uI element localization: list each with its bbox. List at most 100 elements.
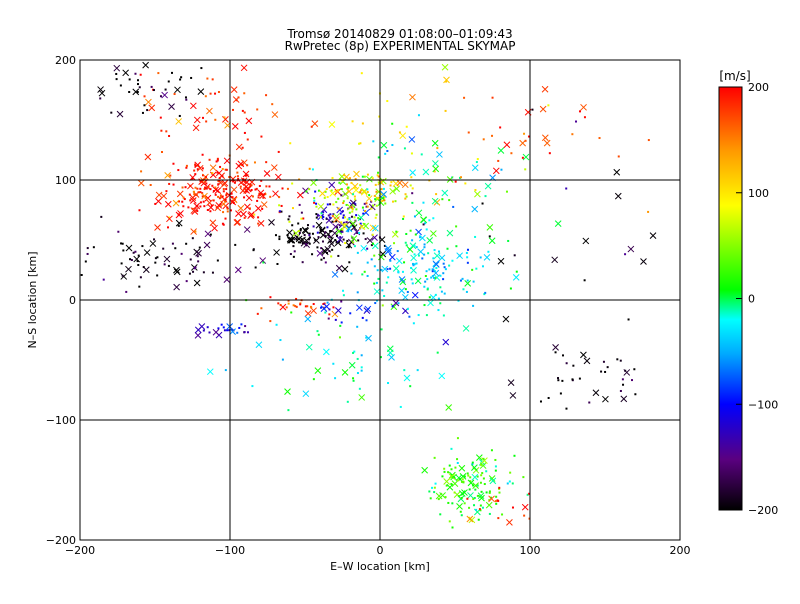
data-point-dot	[619, 389, 622, 392]
data-point-dot	[334, 377, 337, 380]
data-point-dot	[460, 480, 463, 483]
data-point-x	[274, 173, 282, 181]
data-point-dot	[510, 152, 513, 155]
data-point-x	[348, 361, 356, 369]
data-point-dot	[340, 194, 343, 197]
y-tick-label: −200	[46, 534, 76, 547]
data-point-x	[386, 345, 394, 353]
data-point-dot	[479, 504, 482, 507]
data-point-x	[287, 236, 294, 244]
data-point-dot	[557, 379, 560, 382]
data-point-dot	[278, 238, 281, 241]
data-point-dot	[413, 215, 416, 218]
data-point-dot	[371, 233, 374, 236]
data-point-dot	[494, 458, 497, 461]
data-point-dot	[356, 325, 359, 328]
data-point-dot	[339, 236, 342, 239]
data-point-x	[479, 462, 487, 469]
data-point-dot	[308, 242, 311, 245]
data-point-x	[148, 104, 156, 112]
data-point-x	[369, 224, 377, 232]
data-point-dot	[436, 147, 439, 150]
data-point-dot	[298, 203, 301, 206]
data-point-dot	[352, 379, 355, 382]
data-point-x	[408, 136, 416, 143]
data-point-dot	[244, 325, 247, 328]
data-point-x	[421, 466, 429, 474]
data-point-dot	[433, 270, 436, 273]
colorbar-tick-label: 0	[748, 293, 755, 306]
data-point-dot	[337, 197, 340, 200]
data-point-dot	[463, 475, 466, 478]
data-point-x	[446, 229, 454, 237]
data-point-x	[320, 305, 328, 313]
data-point-dot	[454, 180, 457, 183]
data-point-x	[212, 186, 220, 194]
data-point-x	[231, 122, 239, 130]
colorbar-tick-label: 100	[748, 187, 769, 200]
data-point-dot	[217, 91, 220, 94]
data-point-dot	[277, 302, 280, 305]
data-point-dot	[446, 247, 449, 250]
data-point-dot	[205, 182, 208, 185]
data-point-dot	[391, 200, 394, 203]
data-point-dot	[386, 100, 389, 103]
data-point-dot	[380, 268, 383, 271]
data-point-dot	[257, 222, 260, 225]
data-point-dot	[376, 269, 379, 272]
data-point-dot	[462, 288, 465, 291]
data-point-dot	[84, 260, 87, 263]
data-point-dot	[80, 273, 83, 276]
data-point-x	[349, 199, 357, 207]
data-point-dot	[154, 261, 157, 264]
data-point-x	[433, 252, 441, 260]
data-point-x	[237, 179, 245, 186]
data-point-dot	[624, 369, 627, 372]
data-point-x	[352, 186, 360, 194]
data-point-dot	[565, 187, 568, 190]
data-point-dot	[384, 152, 387, 155]
data-point-x	[328, 240, 335, 248]
data-point-x	[133, 255, 141, 263]
data-point-dot	[348, 218, 351, 221]
data-point-dot	[508, 480, 511, 483]
data-point-dot	[222, 211, 225, 214]
data-point-x	[485, 501, 493, 509]
data-point-dot	[479, 481, 482, 484]
data-point-dot	[361, 122, 364, 125]
data-point-dot	[191, 177, 194, 180]
data-point-dot	[408, 315, 411, 318]
data-point-dot	[383, 244, 386, 247]
data-point-x	[456, 503, 463, 510]
data-point-dot	[405, 125, 408, 128]
data-point-x	[164, 200, 172, 208]
data-point-dot	[481, 506, 484, 509]
data-point-dot	[361, 175, 364, 178]
data-point-dot	[482, 457, 485, 460]
data-point-x	[409, 169, 417, 176]
data-point-dot	[321, 240, 324, 243]
data-point-x	[229, 328, 236, 335]
data-point-dot	[198, 246, 201, 249]
data-point-dot	[298, 178, 301, 181]
data-point-x	[173, 283, 180, 291]
data-point-x	[436, 151, 443, 158]
colorbar-tick-label: 200	[748, 81, 769, 94]
data-point-dot	[633, 368, 636, 371]
data-point-dot	[433, 170, 436, 173]
data-point-x	[431, 160, 439, 167]
data-point-dot	[495, 495, 498, 498]
data-point-dot	[203, 205, 206, 208]
data-point-dot	[202, 329, 205, 332]
data-point-dot	[360, 354, 363, 357]
data-point-dot	[110, 111, 113, 114]
data-point-dot	[228, 176, 231, 179]
data-point-x	[163, 255, 171, 263]
data-point-dot	[335, 201, 338, 204]
data-point-x	[356, 304, 363, 312]
data-point-dot	[491, 96, 494, 99]
data-point-x	[613, 168, 621, 176]
data-point-x	[462, 325, 470, 332]
data-point-x	[321, 247, 328, 255]
data-point-dot	[259, 194, 262, 197]
